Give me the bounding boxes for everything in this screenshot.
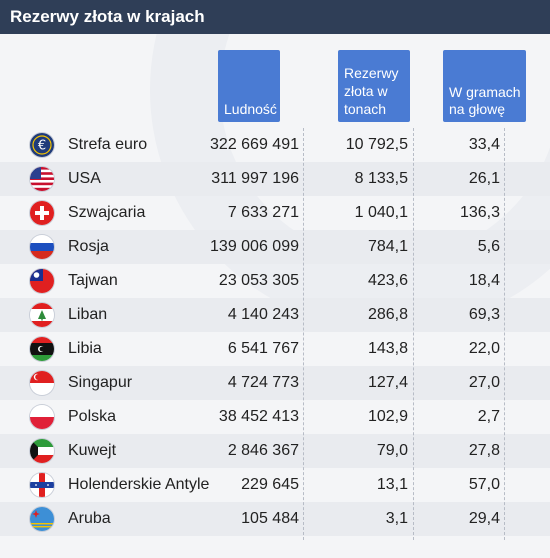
country-name: Aruba bbox=[68, 510, 111, 527]
population-value: 7 633 271 bbox=[227, 204, 299, 221]
grams-per-capita-value: 27,8 bbox=[468, 442, 500, 459]
table-row: Szwajcaria 7 633 271 1 040,1 136,3 bbox=[0, 196, 550, 230]
grams-per-capita-value: 136,3 bbox=[459, 204, 500, 221]
gold-tonnes-value: 8 133,5 bbox=[354, 170, 408, 187]
table-row: € Strefa euro 322 669 491 10 792,5 33,4 bbox=[0, 128, 550, 162]
taiwan-flag-icon bbox=[30, 269, 54, 293]
table-row: Tajwan 23 053 305 423,6 18,4 bbox=[0, 264, 550, 298]
title-bar: Rezerwy złota w krajach bbox=[0, 0, 550, 34]
usa-flag-icon bbox=[30, 167, 54, 191]
gold-tonnes-value: 79,0 bbox=[376, 442, 408, 459]
table-row: Singapur 4 724 773 127,4 27,0 bbox=[0, 366, 550, 400]
header-grams-per-capita-label: W gramach na głowę bbox=[449, 84, 521, 117]
gold-tonnes-value: 784,1 bbox=[367, 238, 408, 255]
country-name: Polska bbox=[68, 408, 117, 425]
population-value: 311 997 196 bbox=[211, 170, 299, 187]
grams-per-capita-value: 26,1 bbox=[468, 170, 500, 187]
grams-per-capita-value: 57,0 bbox=[468, 476, 500, 493]
country-name: Kuwejt bbox=[68, 442, 117, 459]
country-name: Libia bbox=[68, 340, 102, 357]
population-value: 4 724 773 bbox=[227, 374, 299, 391]
table-row: Polska 38 452 413 102,9 2,7 bbox=[0, 400, 550, 434]
russia-flag-icon bbox=[30, 235, 54, 259]
column-divider bbox=[504, 128, 505, 540]
country-name: Strefa euro bbox=[68, 136, 148, 153]
table-row: Rosja 139 006 099 784,1 5,6 bbox=[0, 230, 550, 264]
population-value: 6 541 767 bbox=[227, 340, 299, 357]
population-value: 139 006 099 bbox=[210, 238, 299, 255]
aruba-flag-icon bbox=[30, 507, 54, 531]
table-row: USA 311 997 196 8 133,5 26,1 bbox=[0, 162, 550, 196]
gold-tonnes-value: 3,1 bbox=[385, 510, 408, 527]
country-name: Holenderskie Antyle bbox=[68, 476, 210, 493]
header-population: Ludność bbox=[218, 50, 280, 122]
population-value: 229 645 bbox=[241, 476, 299, 493]
chart-title: Rezerwy złota w krajach bbox=[10, 7, 205, 26]
column-divider bbox=[303, 128, 304, 540]
table-row: Holenderskie Antyle 229 645 13,1 57,0 bbox=[0, 468, 550, 502]
table-row: Kuwejt 2 846 367 79,0 27,8 bbox=[0, 434, 550, 468]
population-value: 4 140 243 bbox=[227, 306, 299, 323]
libya-flag-icon bbox=[30, 337, 54, 361]
switzerland-flag-icon bbox=[30, 201, 54, 225]
lebanon-flag-icon bbox=[30, 303, 54, 327]
country-name: Rosja bbox=[68, 238, 109, 255]
header-gold-tonnes-label: Rezerwy złota w tonach bbox=[344, 65, 399, 117]
country-name: Tajwan bbox=[68, 272, 118, 289]
table-row: Liban 4 140 243 286,8 69,3 bbox=[0, 298, 550, 332]
header-grams-per-capita: W gramach na głowę bbox=[443, 50, 526, 122]
country-name: USA bbox=[68, 170, 101, 187]
grams-per-capita-value: 27,0 bbox=[468, 374, 500, 391]
population-value: 38 452 413 bbox=[218, 408, 299, 425]
country-name: Szwajcaria bbox=[68, 204, 146, 221]
grams-per-capita-value: 69,3 bbox=[468, 306, 500, 323]
population-value: 2 846 367 bbox=[227, 442, 299, 459]
header-gold-tonnes: Rezerwy złota w tonach bbox=[338, 50, 410, 122]
gold-tonnes-value: 286,8 bbox=[367, 306, 408, 323]
gold-tonnes-value: 423,6 bbox=[367, 272, 408, 289]
euro-flag-icon: € bbox=[30, 133, 54, 157]
singapore-flag-icon bbox=[30, 371, 54, 395]
gold-tonnes-value: 127,4 bbox=[367, 374, 408, 391]
table-row: Libia 6 541 767 143,8 22,0 bbox=[0, 332, 550, 366]
grams-per-capita-value: 18,4 bbox=[468, 272, 500, 289]
grams-per-capita-value: 33,4 bbox=[468, 136, 500, 153]
grams-per-capita-value: 2,7 bbox=[477, 408, 500, 425]
country-name: Singapur bbox=[68, 374, 133, 391]
table-row: Aruba 105 484 3,1 29,4 bbox=[0, 502, 550, 536]
grams-per-capita-value: 29,4 bbox=[468, 510, 500, 527]
country-name: Liban bbox=[68, 306, 108, 323]
gold-tonnes-value: 13,1 bbox=[376, 476, 408, 493]
netherlands-antilles-flag-icon bbox=[30, 473, 54, 497]
population-value: 23 053 305 bbox=[218, 272, 299, 289]
grams-per-capita-value: 22,0 bbox=[468, 340, 500, 357]
gold-tonnes-value: 10 792,5 bbox=[345, 136, 408, 153]
gold-tonnes-value: 102,9 bbox=[367, 408, 408, 425]
gold-tonnes-value: 1 040,1 bbox=[354, 204, 408, 221]
poland-flag-icon bbox=[30, 405, 54, 429]
svg-text:€: € bbox=[38, 139, 46, 154]
population-value: 322 669 491 bbox=[210, 136, 299, 153]
gold-tonnes-value: 143,8 bbox=[367, 340, 408, 357]
column-divider bbox=[413, 128, 414, 540]
header-population-label: Ludność bbox=[224, 101, 277, 117]
population-value: 105 484 bbox=[241, 510, 299, 527]
kuwait-flag-icon bbox=[30, 439, 54, 463]
grams-per-capita-value: 5,6 bbox=[477, 238, 500, 255]
